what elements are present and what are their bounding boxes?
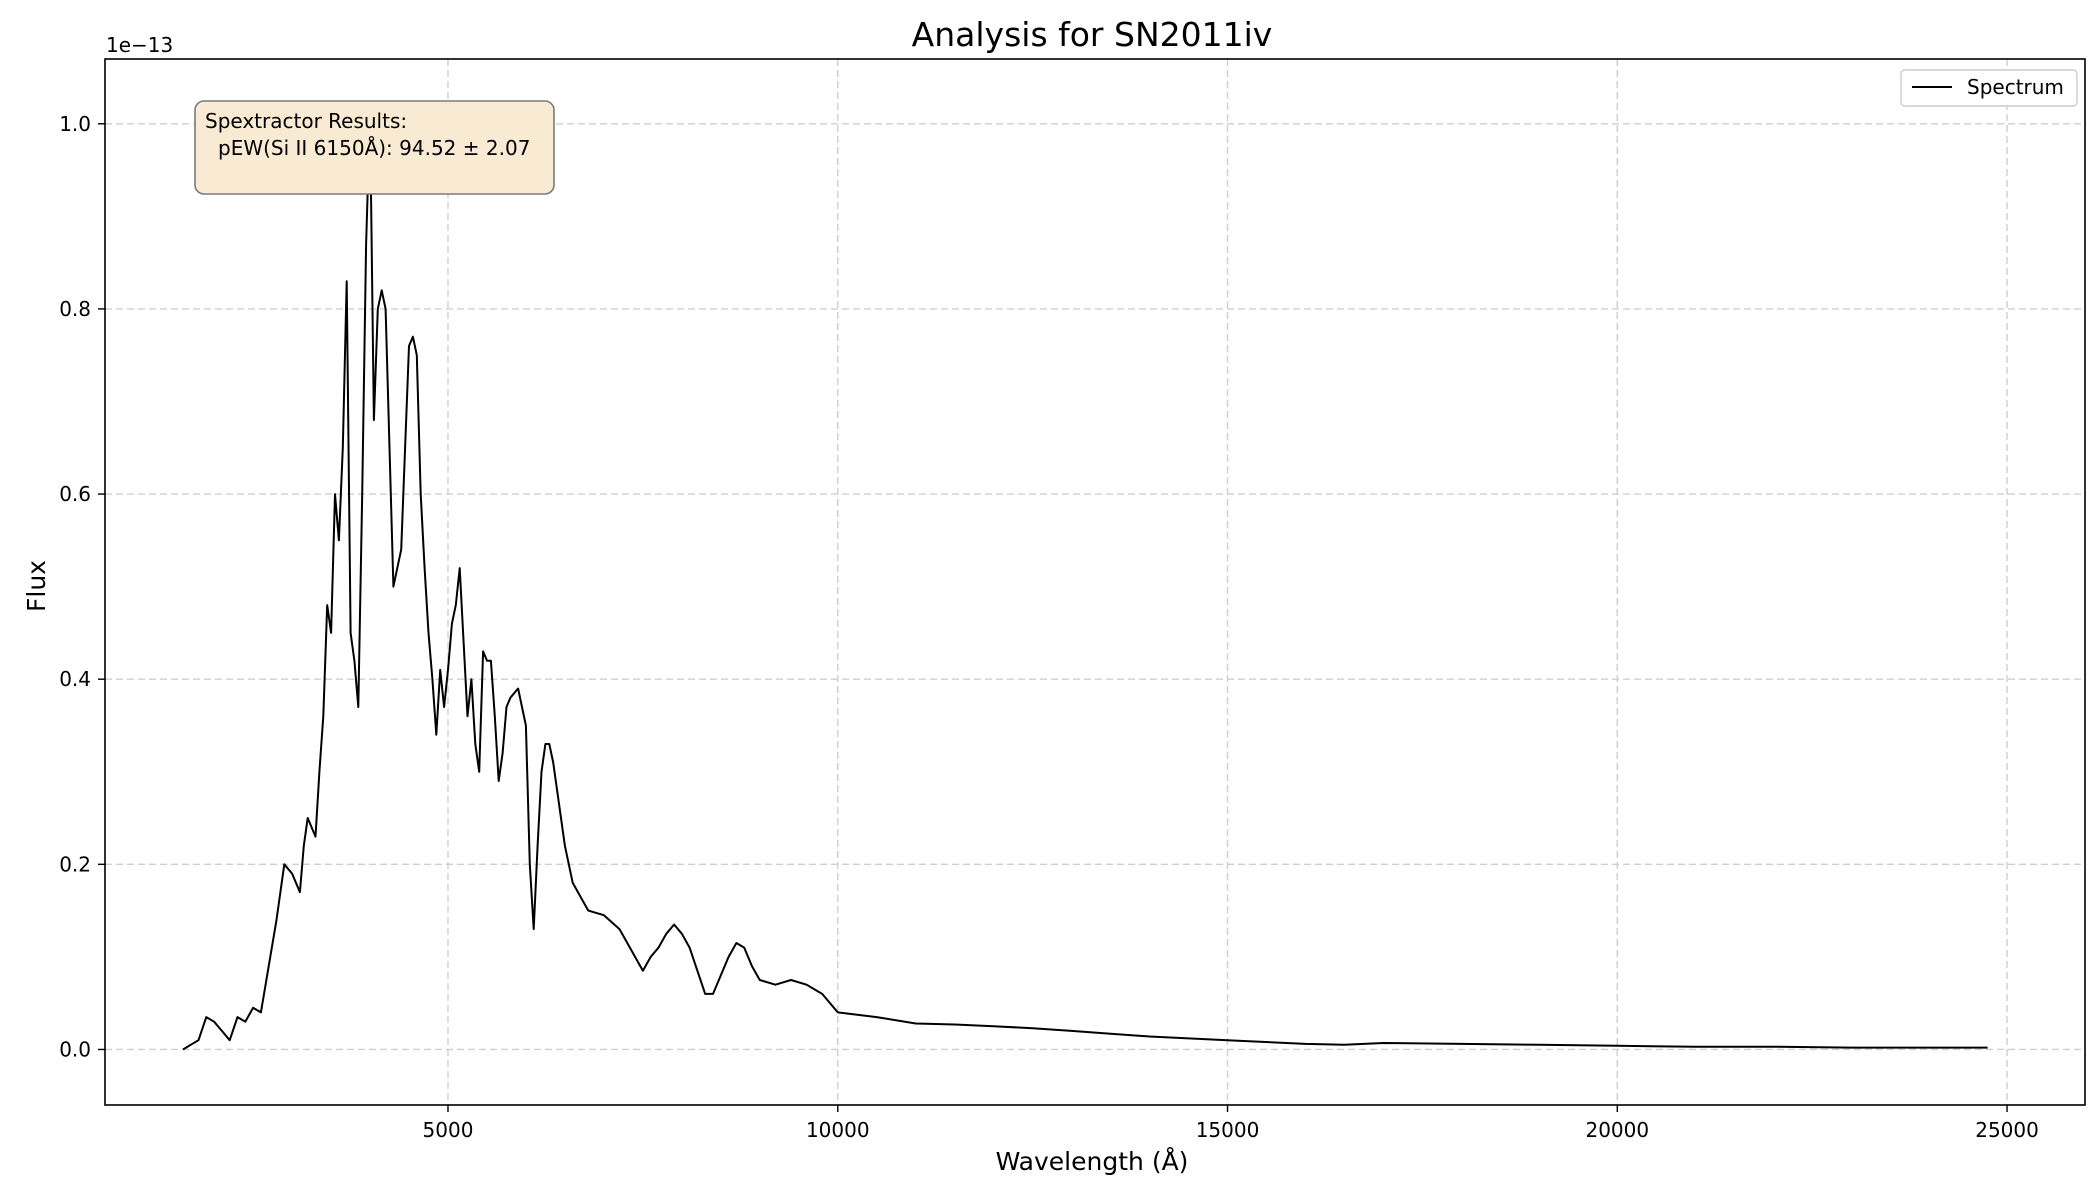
- x-tick-label: 15000: [1196, 1118, 1260, 1142]
- x-tick-label: 10000: [806, 1118, 870, 1142]
- legend-label-spectrum: Spectrum: [1967, 75, 2064, 99]
- plot-area: [104, 58, 2086, 1106]
- x-tick-label: 25000: [1975, 1118, 2039, 1142]
- y-tick-label: 1.0: [59, 112, 91, 136]
- annotation-box: Spextractor Results: pEW(Si II 6150Å): 9…: [194, 100, 555, 195]
- legend-frame: [1900, 69, 2078, 107]
- annotation-line-2: pEW(Si II 6150Å): 94.52 ± 2.07: [218, 136, 530, 160]
- annotation-line-1: Spextractor Results:: [205, 109, 407, 133]
- chart-title: Analysis for SN2011iv: [912, 15, 1273, 54]
- legend: Spectrum: [1900, 69, 2078, 107]
- y-tick-label: 0.0: [59, 1037, 91, 1061]
- grid: [105, 59, 2085, 1105]
- y-offset-label: 1e−13: [106, 33, 173, 57]
- x-tick-label: 5000: [423, 1118, 474, 1142]
- y-axis-label: Flux: [22, 560, 51, 612]
- y-tick-label: 0.4: [59, 667, 91, 691]
- x-axis-label: Wavelength (Å): [996, 1147, 1189, 1176]
- y-tick-label: 0.6: [59, 482, 91, 506]
- series-line-spectrum: [182, 113, 1988, 1051]
- ticks: 5000 10000 15000 20000 25000 0.0 0.2 0.4 0.6 0.8 1…: [59, 112, 2039, 1142]
- x-tick-label: 20000: [1585, 1118, 1649, 1142]
- y-tick-label: 0.8: [59, 297, 91, 321]
- annotation-background: [194, 100, 555, 195]
- y-tick-label: 0.2: [59, 852, 91, 876]
